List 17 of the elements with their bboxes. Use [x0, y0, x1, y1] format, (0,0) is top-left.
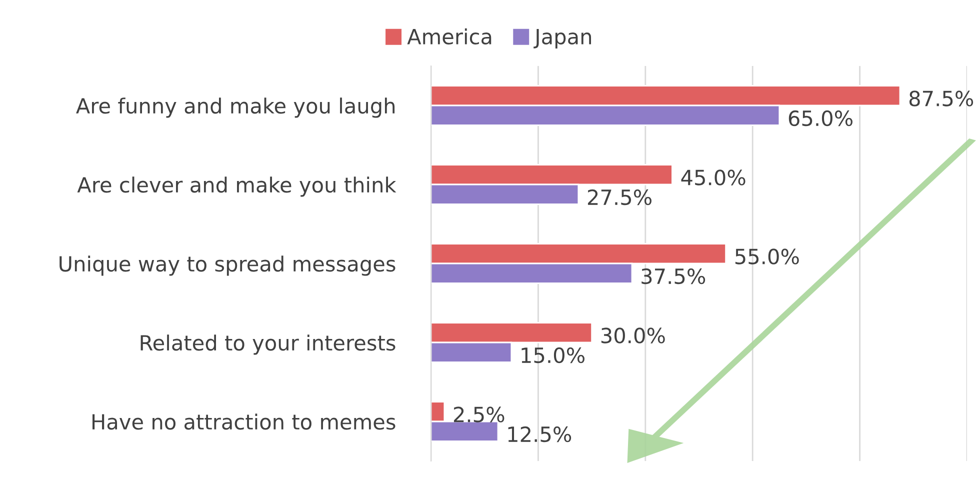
- data-label: 37.5%: [642, 268, 706, 284]
- data-label: 55.0%: [735, 248, 799, 264]
- legend-label: America: [407, 28, 492, 44]
- y-tick-label: Unique way to spread messages: [60, 256, 396, 276]
- y-tick-label: Related to your interests: [140, 334, 396, 355]
- y-tick-label: Are clever and make you think: [77, 176, 396, 197]
- data-label: 45.0%: [681, 170, 746, 186]
- data-label: 12.5%: [508, 426, 572, 442]
- y-tick-label: Have no attraction to memes: [92, 414, 396, 430]
- data-label: 87.5%: [909, 90, 974, 106]
- data-label: 2.5%: [454, 406, 504, 422]
- data-label: 30.0%: [601, 328, 665, 344]
- data-label: 27.5%: [588, 189, 652, 206]
- y-tick-label: Are funny and make you laugh: [76, 98, 395, 118]
- data-label: 15.0%: [522, 347, 584, 364]
- legend-label: Japan: [534, 29, 591, 49]
- data-label: 65.0%: [788, 110, 852, 126]
